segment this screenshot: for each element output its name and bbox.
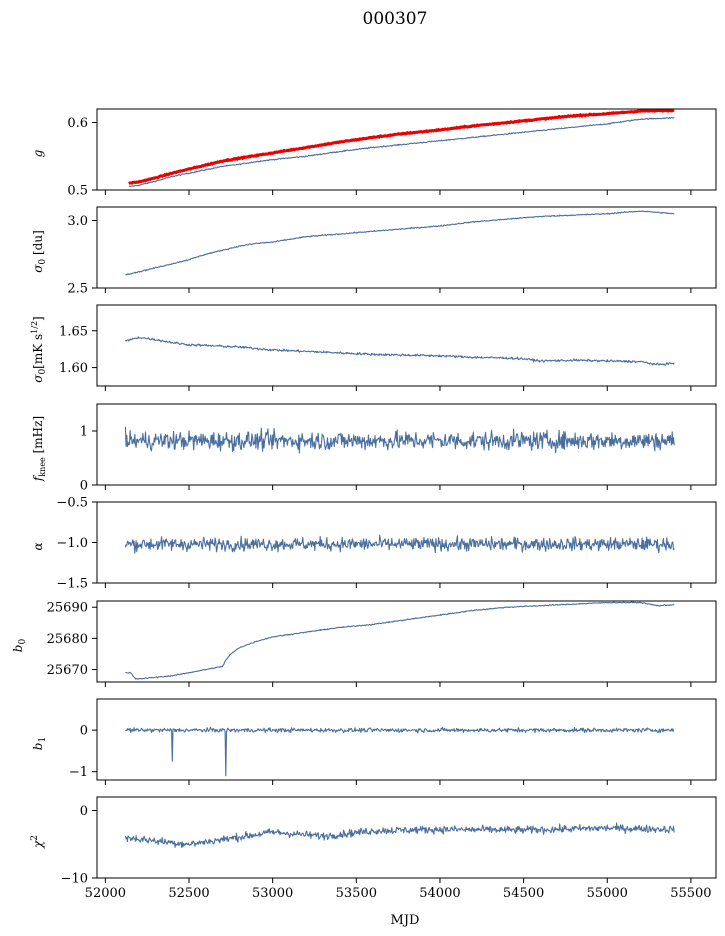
panel-1: 0.5 0.6 g	[31, 108, 717, 199]
x-tick-label-3: 53000	[252, 886, 293, 901]
axis-frame-3	[96, 304, 717, 387]
y-tick-label-5-2: −1.0	[56, 536, 88, 551]
x-tick-label-6: 54500	[503, 886, 544, 901]
panel-6: 25670 25680 25690 b0	[11, 600, 717, 687]
panel-4: 0 1 fknee [mHz]	[31, 403, 717, 494]
axis-frame-2	[96, 206, 717, 289]
y-axis-label-4: fknee [mHz]	[31, 416, 47, 482]
figure-title: 000307	[363, 9, 428, 29]
y-axis-label-3: σ0[mK s1/2]	[30, 316, 48, 383]
series-line-1-1	[128, 116, 675, 187]
y-tick-label-5-1: −1.5	[56, 577, 88, 592]
y-axis-label-2: σ0 [du]	[31, 230, 48, 273]
y-tick-label-7-1: −1	[69, 765, 88, 780]
x-tick-label-2: 52500	[168, 886, 209, 901]
y-axis-label-7: b1	[31, 737, 48, 750]
y-tick-label-3-1: 1.60	[59, 361, 88, 376]
panel-5: −1.5 −1.0 −0.5 α	[31, 496, 717, 592]
series-line-2-1	[125, 210, 675, 276]
x-tick-label-7: 55000	[587, 886, 628, 901]
y-tick-label-4-2: 1	[80, 425, 88, 440]
y-axis-label-8: χ2	[30, 835, 45, 849]
x-tick-label-1: 52000	[85, 886, 126, 901]
x-tick-label-8: 55500	[670, 886, 711, 901]
y-tick-label-2-1: 2.5	[67, 282, 88, 297]
panel-3: 1.60 1.65 σ0[mK s1/2]	[30, 304, 717, 391]
x-tick-label-5: 54000	[419, 886, 460, 901]
axis-frame-6	[96, 600, 717, 683]
series-line-4-1	[124, 426, 675, 454]
panel-2: 2.5 3.0 σ0 [du]	[31, 206, 717, 297]
y-tick-label-3-2: 1.65	[59, 324, 88, 339]
y-tick-label-1-2: 0.6	[67, 116, 88, 131]
y-tick-label-5-3: −0.5	[56, 496, 88, 511]
y-tick-label-6-1: 25670	[47, 663, 88, 678]
y-tick-label-6-2: 25680	[47, 632, 88, 647]
y-axis-label-1: g	[31, 149, 45, 157]
x-axis-label: MJD	[391, 913, 420, 928]
y-tick-label-8-1: −10	[61, 872, 88, 887]
panel-8: −10 0 52000 52500 53000 53500 54000 54500 55000 5…	[30, 796, 717, 901]
series-line-8-1	[124, 822, 675, 849]
y-tick-label-6-3: 25690	[47, 601, 88, 616]
panels: 0.5 0.6 g 2.5 3.0 σ0 [du] 1.60 1.65 σ0[mK s1/2] 0…	[11, 108, 717, 901]
series-line-6-1	[125, 601, 675, 680]
axis-frame-7	[96, 698, 717, 781]
axis-frame-8	[96, 796, 717, 879]
y-tick-label-8-2: 0	[80, 804, 88, 819]
series-line-5-1	[124, 534, 675, 554]
axis-frame-1	[96, 108, 717, 191]
series-line-1-2	[128, 108, 675, 185]
series-line-7-1	[124, 726, 675, 777]
y-tick-label-7-2: 0	[80, 724, 88, 739]
y-tick-label-4-1: 0	[80, 479, 88, 494]
y-axis-label-6: b0	[11, 639, 28, 653]
y-tick-label-1-1: 0.5	[67, 184, 88, 199]
x-tick-label-4: 53500	[336, 886, 377, 901]
panel-7: −1 0 b1	[31, 698, 717, 785]
y-tick-label-2-2: 3.0	[67, 214, 88, 229]
y-axis-label-5: α	[31, 542, 45, 550]
series-line-3-1	[124, 336, 675, 366]
axis-frame-4	[96, 403, 717, 486]
